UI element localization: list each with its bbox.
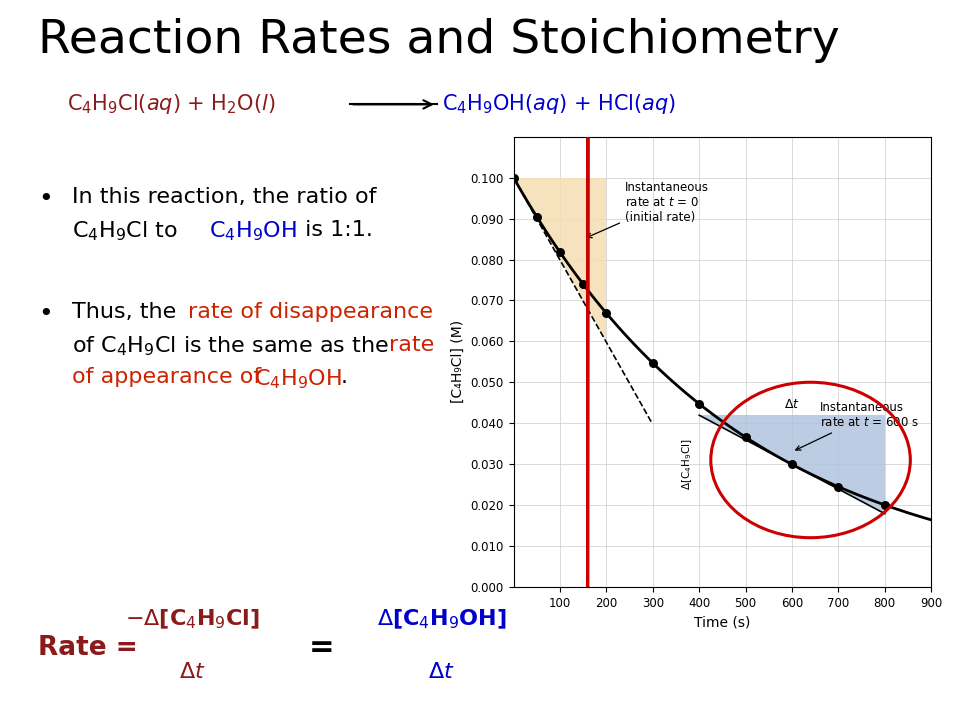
Text: •: • [38,187,53,211]
Text: In this reaction, the ratio of: In this reaction, the ratio of [72,187,376,207]
Text: =: = [309,634,334,662]
Point [576,279,591,290]
Text: Instantaneous
rate at $t$ = 600 s: Instantaneous rate at $t$ = 600 s [796,401,919,450]
Text: $\Delta t$: $\Delta t$ [784,398,800,411]
Text: C$_4$H$_9$OH: C$_4$H$_9$OH [254,367,342,391]
Text: C$_4$H$_9$Cl to: C$_4$H$_9$Cl to [72,220,179,243]
Y-axis label: [C₄H₉Cl] (M): [C₄H₉Cl] (M) [451,320,465,403]
Text: Thus, the: Thus, the [72,302,183,323]
Text: $\Delta t$: $\Delta t$ [428,662,455,682]
Text: $-\Delta$[C$_4$H$_9$Cl]: $-\Delta$[C$_4$H$_9$Cl] [125,608,259,631]
Point [599,307,614,319]
Text: $\Delta t$: $\Delta t$ [179,662,205,682]
Point [552,246,567,258]
Point [691,398,707,410]
Polygon shape [514,178,606,341]
Text: rate of disappearance: rate of disappearance [188,302,433,323]
Point [738,431,754,443]
Point [645,357,660,369]
Text: .: . [341,367,348,387]
Text: rate: rate [389,335,434,355]
Point [877,499,893,510]
Point [529,211,544,222]
Text: of C$_4$H$_9$Cl is the same as the: of C$_4$H$_9$Cl is the same as the [72,335,390,359]
Text: of appearance of: of appearance of [72,367,269,387]
Point [784,459,800,470]
X-axis label: Time (s): Time (s) [694,615,751,629]
Point [830,481,846,492]
Text: C$_4$H$_9$Cl($aq$) + H$_2$O($l$): C$_4$H$_9$Cl($aq$) + H$_2$O($l$) [67,92,276,117]
Text: $\Delta$[C$_4$H$_9$Cl]: $\Delta$[C$_4$H$_9$Cl] [680,438,694,490]
Point [506,172,521,184]
Text: Instantaneous
rate at $t$ = 0
(initial rate): Instantaneous rate at $t$ = 0 (initial r… [587,181,708,238]
Text: Rate =: Rate = [38,635,147,661]
Text: Reaction Rates and Stoichiometry: Reaction Rates and Stoichiometry [38,18,840,63]
Text: $\Delta$[C$_4$H$_9$OH]: $\Delta$[C$_4$H$_9$OH] [376,608,507,631]
Text: C$_4$H$_9$OH: C$_4$H$_9$OH [209,220,297,243]
Polygon shape [699,415,885,513]
Text: C$_4$H$_9$OH($aq$) + HCl($aq$): C$_4$H$_9$OH($aq$) + HCl($aq$) [442,92,676,117]
Text: •: • [38,302,53,326]
Text: is 1:1.: is 1:1. [298,220,372,240]
